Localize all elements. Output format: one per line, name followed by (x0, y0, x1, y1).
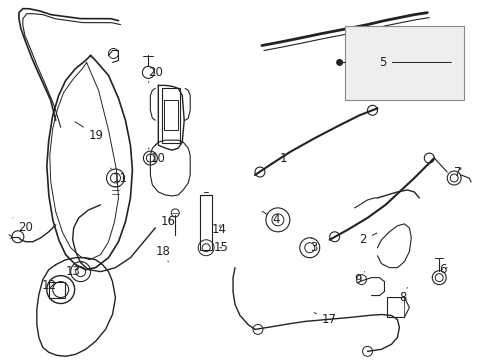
Bar (200, 195, 212, 250)
Bar (49, 282, 64, 298)
Text: 19: 19 (75, 122, 103, 142)
Text: 2: 2 (359, 233, 376, 246)
Text: 13: 13 (65, 262, 82, 278)
Text: 20: 20 (148, 66, 163, 82)
Bar (162, 88, 180, 143)
Text: 17: 17 (314, 312, 336, 326)
Text: 9: 9 (353, 272, 364, 286)
Circle shape (336, 59, 342, 66)
Text: 12: 12 (41, 279, 63, 292)
Text: 18: 18 (155, 245, 170, 262)
Text: 3: 3 (309, 238, 317, 254)
Text: 5: 5 (379, 56, 450, 69)
Text: 16: 16 (160, 215, 175, 228)
Text: 15: 15 (214, 241, 228, 254)
Bar (344, 26, 463, 100)
Bar (164, 100, 178, 130)
Text: 14: 14 (212, 223, 226, 236)
Text: 1: 1 (270, 152, 287, 165)
Text: 10: 10 (148, 148, 165, 165)
Text: 11: 11 (110, 168, 127, 185)
Text: 8: 8 (399, 288, 407, 304)
Text: 7: 7 (453, 166, 461, 179)
Text: 6: 6 (438, 263, 447, 276)
Text: 20: 20 (13, 218, 33, 234)
Text: 4: 4 (262, 211, 279, 226)
